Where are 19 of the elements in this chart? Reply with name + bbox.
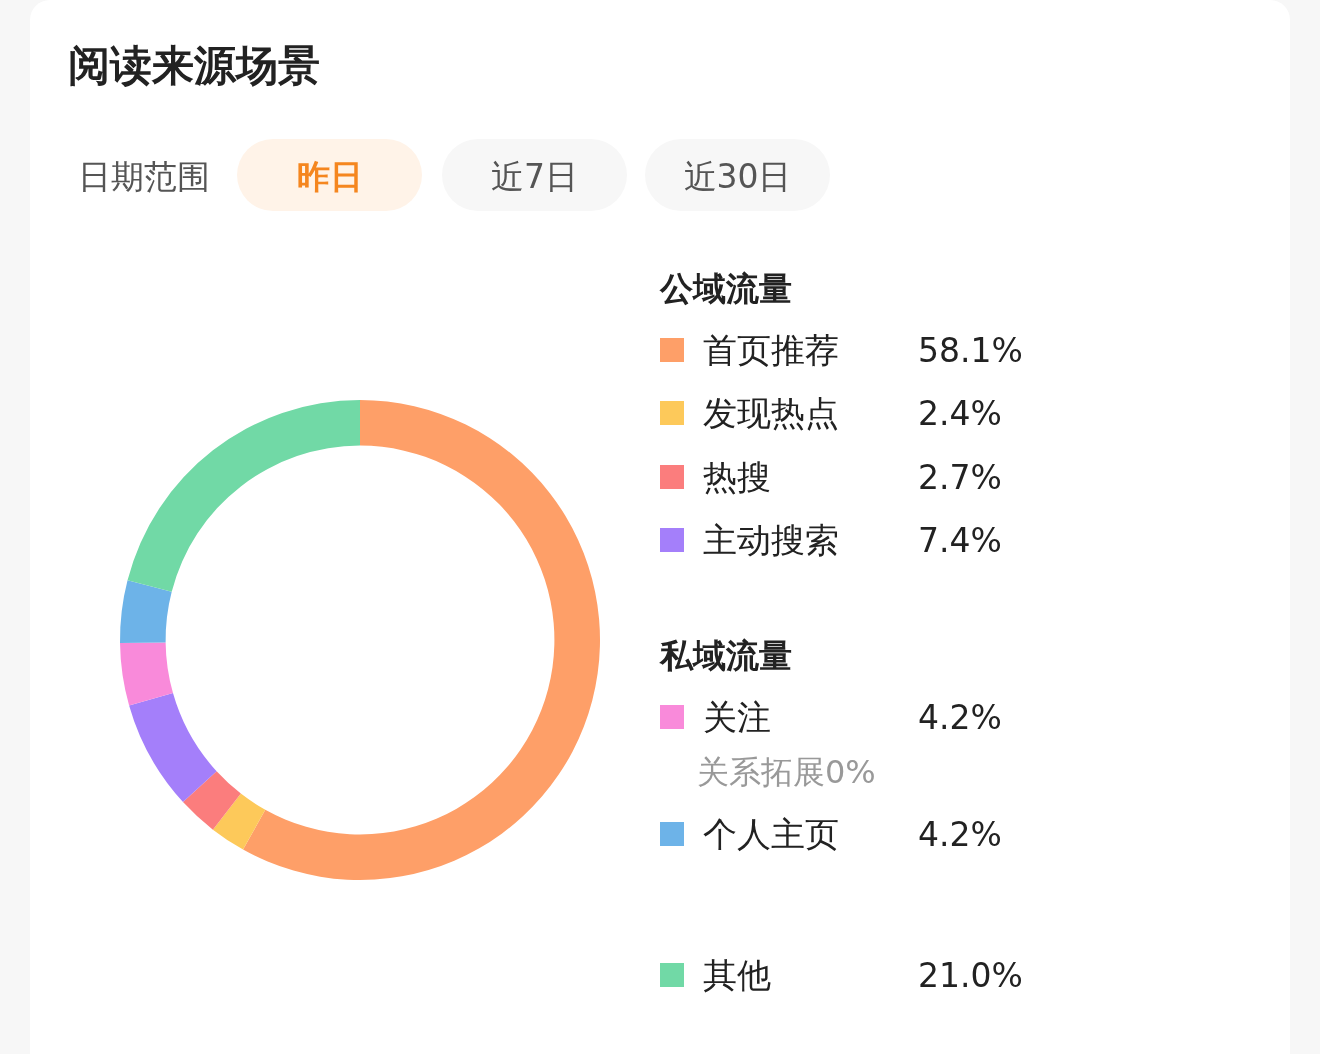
text: 日期范围 <box>78 157 210 196</box>
legend-label: 个人主页 <box>703 814 839 854</box>
legend-label: 其他 <box>703 955 771 995</box>
text: 公域流量 <box>659 269 792 308</box>
chart-title: 阅读来源场景 <box>68 41 320 90</box>
data-label: 7.4% <box>918 521 1002 560</box>
legend-label: 发现热点 <box>703 393 839 433</box>
data-label: 2.7% <box>918 458 1002 497</box>
legend-label: 关注 <box>703 697 771 737</box>
data-label: 2.4% <box>918 394 1002 433</box>
data-label: 4.2% <box>918 815 1002 854</box>
data-label: 4.2% <box>918 698 1002 737</box>
legend-label: 主动搜索 <box>703 520 839 560</box>
data-label: 58.1% <box>918 331 1023 370</box>
text: 私域流量 <box>659 636 792 675</box>
data-label: 21.0% <box>918 956 1023 995</box>
legend-label: 首页推荐 <box>703 330 839 370</box>
legend-label: 热搜 <box>703 457 771 497</box>
text: 关系拓展0% <box>697 753 876 791</box>
